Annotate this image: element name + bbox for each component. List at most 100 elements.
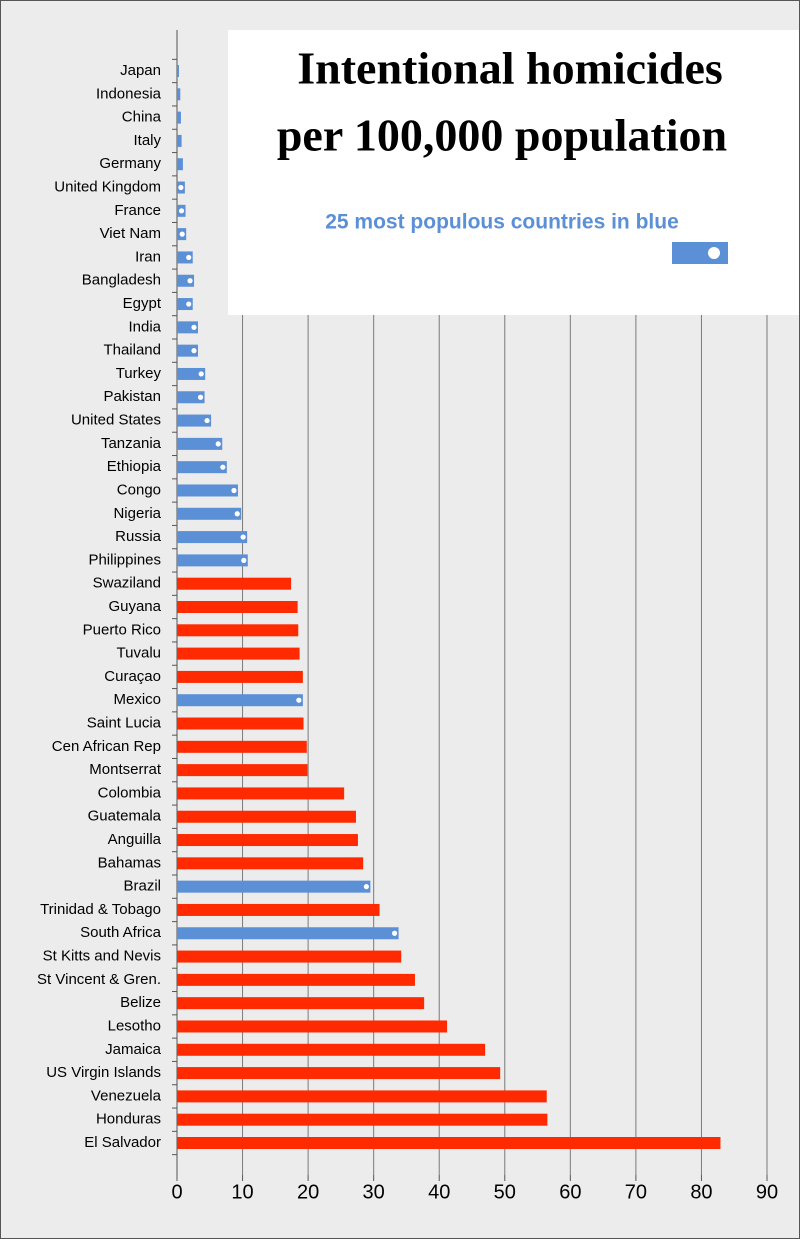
y-tick-label: Congo <box>117 481 161 498</box>
bar <box>177 414 212 427</box>
y-tick-label: South Africa <box>80 924 162 941</box>
x-tick-label: 40 <box>428 1181 450 1203</box>
y-tick-label: France <box>114 202 161 219</box>
bar <box>177 274 195 287</box>
x-tick-label: 80 <box>690 1181 712 1203</box>
x-tick-label: 60 <box>559 1181 581 1203</box>
bar <box>177 344 198 357</box>
y-tick-label: Anguilla <box>108 831 162 848</box>
y-tick-label: Pakistan <box>103 388 161 405</box>
y-tick-label: Curaçao <box>104 668 161 685</box>
bar-dot <box>241 557 247 563</box>
bar <box>177 950 402 963</box>
bar-dot <box>240 534 246 540</box>
bar <box>177 857 364 870</box>
y-tick-label: Colombia <box>98 784 162 801</box>
bar <box>177 787 345 800</box>
y-tick-label: Nigeria <box>113 505 161 522</box>
y-tick-label: Guatemala <box>88 808 162 825</box>
bar <box>177 1067 501 1080</box>
y-tick-label: Tuvalu <box>117 645 161 662</box>
bar <box>177 577 292 590</box>
bar <box>177 111 181 124</box>
x-tick-label: 10 <box>231 1181 253 1203</box>
chart-title: per 100,000 population <box>277 110 727 161</box>
bar-dot <box>191 324 197 330</box>
y-tick-label: Iran <box>135 248 161 265</box>
bar <box>177 461 227 474</box>
subtitle: 25 most populous countries in blue <box>325 211 679 234</box>
y-tick-label: Philippines <box>88 551 161 568</box>
y-tick-label: Lesotho <box>108 1017 161 1034</box>
y-tick-label: El Salvador <box>84 1134 161 1151</box>
bar <box>177 321 198 334</box>
bar-dot <box>220 464 226 470</box>
y-tick-label: Turkey <box>116 365 162 382</box>
y-tick-label: India <box>128 318 161 335</box>
bar <box>177 810 356 823</box>
y-tick-label: Ethiopia <box>107 458 162 475</box>
y-tick-label: Bahamas <box>98 854 161 871</box>
y-tick-label: Swaziland <box>93 575 161 592</box>
y-tick-label: Tanzania <box>101 435 162 452</box>
bar <box>177 554 248 567</box>
bar <box>177 647 300 660</box>
bar-dot <box>391 930 398 936</box>
y-tick-label: St Kitts and Nevis <box>43 948 161 965</box>
bar <box>177 834 358 847</box>
y-tick-label: Germany <box>99 155 161 172</box>
y-tick-label: Trinidad & Tobago <box>40 901 161 918</box>
y-tick-label: Indonesia <box>96 85 162 102</box>
bar <box>177 1020 448 1033</box>
y-tick-label: China <box>122 109 162 126</box>
bar <box>177 717 304 730</box>
bar <box>177 367 206 380</box>
bar-dot <box>186 254 192 261</box>
y-tick-label: Jamaica <box>105 1041 162 1058</box>
y-tick-label: Guyana <box>108 598 161 615</box>
bar-dot <box>178 208 185 214</box>
y-tick-label: Montserrat <box>89 761 162 778</box>
y-tick-label: Japan <box>120 62 161 79</box>
bar <box>177 997 425 1010</box>
chart-title: Intentional homicides <box>297 43 723 94</box>
bar <box>177 437 223 450</box>
bar <box>177 927 399 940</box>
bar <box>177 764 308 777</box>
y-tick-label: Mexico <box>113 691 161 708</box>
bar <box>177 65 179 77</box>
bar <box>177 134 182 147</box>
y-tick-label: Bangladesh <box>82 272 161 289</box>
bar-dot <box>197 394 204 400</box>
bar-dot <box>186 301 192 307</box>
bar <box>177 694 303 707</box>
bar <box>177 1113 548 1126</box>
y-tick-label: Cen African Rep <box>52 738 161 755</box>
bar <box>177 251 193 264</box>
x-tick-label: 70 <box>625 1181 647 1203</box>
bar <box>177 740 307 753</box>
y-tick-label: Honduras <box>96 1111 161 1128</box>
y-tick-label: US Virgin Islands <box>46 1064 161 1081</box>
bar <box>177 484 238 497</box>
legend-dot <box>708 247 720 259</box>
bar <box>177 391 205 404</box>
y-tick-label: United States <box>71 412 161 429</box>
bar-dot <box>363 884 369 890</box>
bar <box>177 903 380 916</box>
bar-dot <box>231 487 237 494</box>
bar <box>177 880 371 893</box>
bar-dot <box>179 231 185 237</box>
y-tick-label: Puerto Rico <box>83 621 161 638</box>
bar <box>177 298 193 311</box>
bar <box>177 1090 547 1103</box>
bar-dot <box>198 371 204 377</box>
bar-dot <box>187 278 193 284</box>
bar <box>177 624 299 637</box>
bar <box>177 531 248 544</box>
y-tick-label: Russia <box>115 528 162 545</box>
bar <box>177 1137 721 1149</box>
bar <box>177 507 242 520</box>
bar <box>177 670 303 683</box>
